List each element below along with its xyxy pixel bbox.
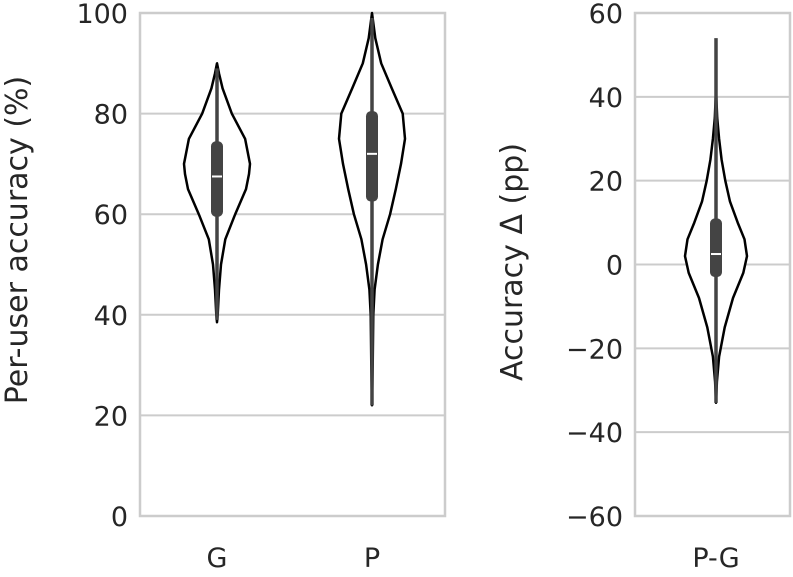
x-tick-label: P-G [692, 543, 739, 574]
iqr-box [710, 218, 722, 278]
axes-frame [633, 11, 792, 518]
y-tick-label: 100 [76, 0, 128, 30]
x-tick-label: P [364, 543, 380, 574]
delta-panel: −60 −40 −20 0 20 40 60 Accuracy Δ (pp) P-G [495, 0, 792, 574]
x-tick-label: G [207, 543, 228, 574]
y-tick-label: 60 [589, 0, 623, 30]
violin-P [337, 11, 407, 407]
y-tick-label: 20 [94, 401, 128, 432]
y-tick-label: −60 [566, 502, 623, 533]
y-tick-label: 60 [94, 200, 128, 231]
iqr-box [366, 111, 378, 202]
y-tick-label: 0 [111, 502, 128, 533]
y-tick-label: 40 [94, 301, 128, 332]
y-tick-label: 20 [589, 167, 623, 198]
y-axis-label: Per-user accuracy (%) [0, 76, 35, 405]
axes-frame [138, 11, 447, 518]
violin-G [182, 62, 252, 324]
y-tick-label: 80 [94, 100, 128, 131]
y-tick-label: 0 [606, 251, 623, 282]
iqr-box [211, 141, 223, 217]
y-tick-label: −20 [566, 334, 623, 365]
y-tick-label: 40 [589, 83, 623, 114]
y-axis-label: Accuracy Δ (pp) [495, 143, 530, 381]
violin-P-G [683, 38, 749, 405]
y-tick-label: −40 [566, 418, 623, 449]
accuracy-panel: 0 20 40 60 80 100 Per-user accuracy (%) G P [0, 0, 447, 574]
